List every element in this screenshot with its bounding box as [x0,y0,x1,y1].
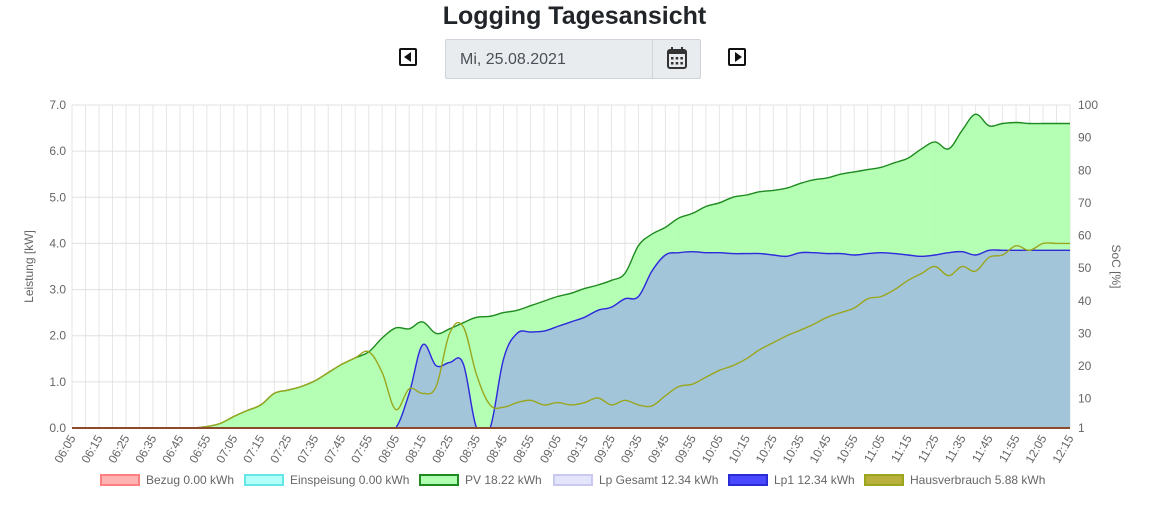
y2-axis-title: SoC [%] [1109,244,1123,288]
date-field[interactable]: Mi, 25.08.2021 [445,39,701,79]
x-tick-label: 10:25 [753,432,780,465]
y-tick-label: 6.0 [49,144,66,158]
previous-day-button[interactable] [399,48,417,66]
y2-tick-label: 50 [1078,261,1092,275]
y2-tick-label: 10 [1078,392,1092,406]
x-tick-label: 09:05 [537,432,564,465]
series-area-3 [72,249,1070,428]
legend-label: Lp Gesamt 12.34 kWh [599,473,719,487]
y-tick-label: 0.0 [49,421,66,435]
legend-swatch [419,474,459,486]
x-tick-label: 09:55 [672,432,699,465]
x-tick-label: 11:55 [996,432,1023,465]
x-tick-label: 09:25 [591,432,618,465]
x-tick-label: 08:45 [483,432,510,465]
x-tick-label: 08:05 [375,432,402,465]
legend-label: Hausverbrauch 5.88 kWh [910,473,1046,487]
x-tick-label: 09:15 [564,432,591,465]
x-tick-label: 06:15 [78,432,105,465]
calendar-button[interactable] [652,40,701,78]
caret-right-icon [735,52,742,62]
x-tick-label: 06:05 [51,432,78,465]
chart-legend: Bezug 0.00 kWh Einspeisung 0.00 kWh PV 18.… [0,472,1149,490]
x-tick-label: 07:05 [213,432,240,465]
legend-swatch [100,474,140,486]
legend-label: Bezug 0.00 kWh [146,473,235,487]
legend-label: Einspeisung 0.00 kWh [290,473,410,487]
x-tick-label: 07:35 [294,432,321,465]
y2-tick-label: 1 [1078,421,1085,435]
y2-tick-label: 20 [1078,359,1092,373]
y2-tick-label: 70 [1078,196,1092,210]
y-tick-label: 7.0 [49,98,66,112]
x-tick-label: 11:15 [888,432,915,465]
x-tick-label: 11:25 [915,432,942,465]
x-tick-label: 08:55 [510,432,537,465]
y2-tick-label: 30 [1078,326,1092,340]
x-tick-label: 11:45 [969,432,996,465]
legend-swatch [864,474,904,486]
x-tick-label: 10:45 [807,432,834,465]
page-title: Logging Tagesansicht [442,2,707,30]
x-tick-label: 11:35 [942,432,969,465]
y-tick-label: 3.0 [49,283,66,297]
x-tick-label: 07:15 [240,432,267,465]
x-tick-label: 08:25 [429,432,456,465]
x-tick-label: 07:25 [267,432,294,465]
legend-label: PV 18.22 kWh [465,473,542,487]
date-navigation: Mi, 25.08.2021 [396,39,756,79]
power-chart: 0.0 1.0 2.0 3.0 4.0 5.0 6.0 7.0 1 10 20 30 40 50 60 70 8… [22,98,1123,466]
legend-label: Lp1 12.34 kWh [774,473,855,487]
next-day-button[interactable] [728,48,746,66]
caret-left-icon [404,52,411,62]
x-tick-label: 12:05 [1022,432,1049,465]
y-tick-label: 4.0 [49,236,66,250]
x-tick-label: 07:55 [348,432,375,465]
y-tick-label: 1.0 [49,375,66,389]
date-value: Mi, 25.08.2021 [460,51,566,68]
series-area-2 [72,114,1070,429]
x-tick-label: 12:15 [1049,432,1076,465]
legend-swatch [553,474,593,486]
y-axis-title: Leistung [kW] [22,230,36,303]
legend-swatch [728,474,768,486]
y2-tick-label: 100 [1078,98,1098,112]
x-tick-label: 06:55 [186,432,213,465]
x-tick-label: 10:05 [699,432,726,465]
x-tick-label: 09:35 [618,432,645,465]
x-tick-label: 10:55 [834,432,861,465]
x-tick-label: 10:15 [726,432,753,465]
x-tick-label: 11:05 [861,432,888,465]
y-tick-label: 2.0 [49,329,66,343]
x-tick-label: 10:35 [780,432,807,465]
y2-tick-label: 90 [1078,131,1092,145]
x-tick-label: 06:25 [105,432,132,465]
y-tick-label: 5.0 [49,190,66,204]
x-tick-label: 06:45 [159,432,186,465]
series-line-5 [71,242,1070,429]
y2-tick-label: 80 [1078,163,1092,177]
x-tick-label: 07:45 [321,432,348,465]
x-tick-label: 08:35 [456,432,483,465]
x-tick-label: 08:15 [402,432,429,465]
y2-tick-label: 40 [1078,294,1092,308]
legend-swatch [244,474,284,486]
x-tick-label: 06:35 [132,432,159,465]
y2-tick-label: 60 [1078,229,1092,243]
calendar-icon [667,47,687,69]
series-area-4 [72,249,1070,428]
x-tick-label: 09:45 [645,432,672,465]
